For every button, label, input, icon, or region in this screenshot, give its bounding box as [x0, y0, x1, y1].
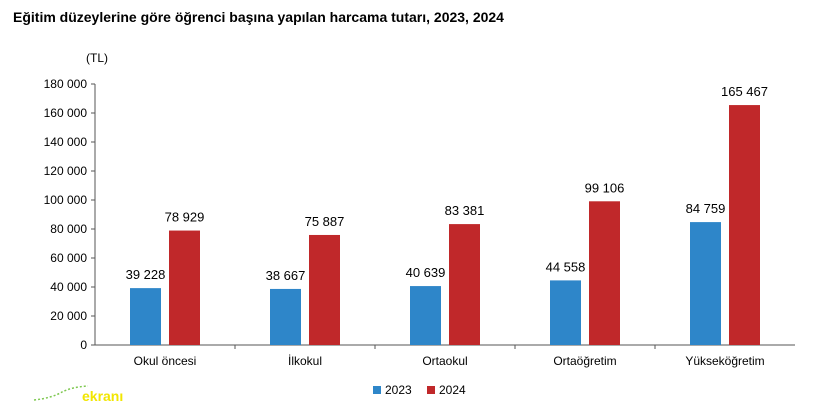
data-label-2023: 44 558 — [546, 259, 586, 274]
legend-label-2023: 2023 — [385, 383, 412, 397]
bar-2024 — [589, 201, 620, 345]
bar-2023 — [270, 288, 301, 345]
data-label-2023: 40 639 — [406, 265, 446, 280]
y-tick-label: 80 000 — [50, 222, 87, 236]
category-label: Yükseköğretim — [685, 354, 764, 368]
bar-2023 — [130, 288, 161, 345]
y-tick-label: 160 000 — [44, 106, 88, 120]
category-label: Okul öncesi — [134, 354, 197, 368]
data-label-2024: 75 887 — [305, 214, 345, 229]
y-tick-label: 20 000 — [50, 309, 87, 323]
data-label-2024: 78 929 — [165, 210, 205, 225]
data-label-2023: 84 759 — [686, 201, 726, 216]
legend-label-2024: 2024 — [439, 383, 466, 397]
y-tick-label: 100 000 — [44, 193, 88, 207]
legend: 2023 2024 — [0, 383, 816, 399]
category-label: Ortaokul — [422, 354, 467, 368]
y-axis-unit-label: (TL) — [86, 51, 108, 65]
bar-2024 — [449, 224, 480, 345]
data-label-2023: 39 228 — [126, 267, 166, 282]
y-tick-label: 40 000 — [50, 280, 87, 294]
logo-swoosh-icon — [33, 385, 89, 401]
bar-2023 — [690, 222, 721, 345]
category-label: Ortaöğretim — [553, 354, 616, 368]
legend-swatch-2024 — [427, 386, 435, 394]
y-tick-label: 120 000 — [44, 164, 88, 178]
bar-2023 — [410, 286, 441, 345]
bar-2024 — [169, 230, 200, 345]
data-label-2024: 165 467 — [721, 84, 768, 99]
y-tick-label: 0 — [80, 338, 87, 352]
bar-2023 — [550, 280, 581, 345]
category-label: İlkokul — [288, 354, 322, 368]
legend-item-2023: 2023 — [373, 383, 412, 397]
chart-title: Eğitim düzeylerine göre öğrenci başına y… — [13, 9, 504, 25]
bar-2024 — [729, 105, 760, 346]
y-tick-label: 140 000 — [44, 135, 88, 149]
data-label-2023: 38 667 — [266, 268, 306, 283]
legend-swatch-2023 — [373, 386, 381, 394]
data-label-2024: 99 106 — [585, 180, 625, 195]
legend-item-2024: 2024 — [427, 383, 466, 397]
logo-text: ekranı — [82, 388, 124, 404]
y-tick-label: 60 000 — [50, 251, 87, 265]
y-tick-label: 180 000 — [44, 77, 88, 91]
bar-2024 — [309, 234, 340, 345]
data-label-2024: 83 381 — [445, 203, 485, 218]
